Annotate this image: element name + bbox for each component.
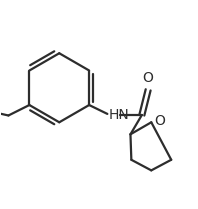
Text: HN: HN bbox=[109, 108, 129, 122]
Text: O: O bbox=[154, 114, 165, 128]
Text: O: O bbox=[143, 71, 154, 85]
